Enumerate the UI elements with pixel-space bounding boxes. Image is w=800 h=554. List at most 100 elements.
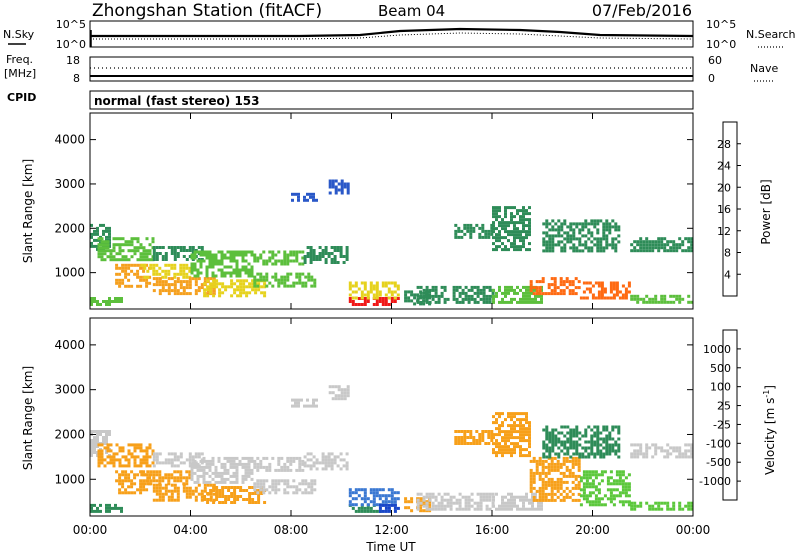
power-region-cell — [289, 253, 293, 257]
power-region — [492, 285, 543, 304]
power-region-cell — [407, 296, 411, 300]
velocity-region-cell — [609, 476, 613, 480]
velocity-region-cell — [560, 449, 564, 453]
velocity-region-cell — [528, 439, 531, 443]
power-region-cell — [458, 291, 462, 295]
velocity-region-cell — [387, 494, 391, 498]
velocity-region-cell — [540, 507, 543, 511]
power-region-cell — [173, 249, 177, 252]
velocity-region-cell — [306, 452, 310, 456]
power-region-cell — [575, 225, 579, 229]
velocity-region-cell — [501, 412, 504, 416]
velocity-region-cell — [568, 495, 572, 499]
power-region-cell — [206, 292, 210, 296]
power-region-cell — [366, 296, 370, 300]
velocity-region-cell — [188, 452, 192, 456]
velocity-region-cell — [591, 500, 595, 504]
velocity-region-cell — [431, 504, 435, 508]
velocity-region-cell — [639, 504, 643, 508]
velocity-region-cell — [600, 479, 604, 483]
power-region-cell — [96, 232, 99, 236]
velocity-region-cell — [167, 495, 171, 499]
velocity-region-cell — [531, 498, 534, 502]
power-region-cell — [112, 243, 116, 247]
velocity-region-cell — [571, 498, 575, 502]
velocity-region-cell — [672, 501, 676, 505]
power-region-cell — [495, 248, 498, 252]
velocity-region-cell — [519, 412, 522, 416]
velocity-region-cell — [102, 439, 105, 442]
velocity-region-cell — [366, 509, 370, 513]
velocity-region-cell — [161, 461, 165, 465]
velocity-region-cell — [624, 491, 628, 495]
velocity-region-cell — [136, 488, 140, 492]
velocity-region-cell — [495, 507, 498, 511]
velocity-region-cell — [115, 479, 119, 483]
velocity-region-cell — [464, 507, 468, 511]
power-region-cell — [167, 292, 171, 296]
velocity-region-cell — [121, 455, 125, 459]
power-region-cell — [611, 243, 615, 247]
power-region-cell — [504, 288, 507, 292]
power-region-cell — [324, 246, 328, 249]
power-region-cell — [495, 206, 498, 210]
power-region-cell — [306, 255, 310, 258]
velocity-region-cell — [513, 430, 516, 434]
velocity-region-cell — [136, 464, 140, 468]
velocity-region-cell — [339, 452, 343, 456]
power-region-cell — [202, 250, 206, 254]
power-region-cell — [345, 252, 349, 255]
velocity-region-cell — [532, 471, 536, 475]
velocity-region-cell — [687, 501, 691, 505]
velocity-region-cell — [235, 480, 239, 484]
power-region-cell — [434, 300, 438, 304]
velocity-region-cell — [615, 482, 619, 486]
velocity-region-cell — [289, 462, 293, 466]
velocity-region-cell — [300, 398, 303, 402]
power-region-cell — [554, 243, 558, 247]
power-region-cell — [200, 283, 204, 287]
velocity-region-cell — [532, 498, 536, 502]
velocity-region-cell — [158, 498, 162, 502]
velocity-region-cell — [449, 495, 453, 499]
power-region-cell — [488, 288, 492, 292]
power-region-cell — [501, 236, 504, 240]
power-region-cell — [90, 223, 93, 227]
velocity-region-cell — [544, 480, 548, 484]
velocity-region-cell — [215, 489, 219, 492]
velocity-region-cell — [519, 436, 522, 440]
velocity-region-cell — [145, 452, 149, 456]
velocity-region-cell — [557, 452, 561, 456]
power-region-cell — [577, 286, 581, 290]
velocity-region-cell — [106, 461, 110, 465]
velocity-region-cell — [556, 459, 560, 463]
velocity-region-cell — [529, 474, 533, 478]
power-region-cell — [651, 297, 655, 301]
velocity-region-cell — [545, 455, 549, 459]
power-region-cell — [666, 249, 670, 253]
power-region-cell — [262, 259, 266, 263]
power-region-cell — [569, 234, 573, 238]
power-region-cell — [645, 300, 649, 304]
velocity-region-cell — [599, 455, 603, 459]
power-region-cell — [488, 300, 492, 304]
velocity-region-cell — [304, 479, 308, 483]
velocity-region-cell — [127, 449, 131, 453]
power-region-cell — [522, 212, 525, 216]
velocity-region-cell — [124, 464, 128, 468]
nave-right-tick-bottom: 0 — [708, 72, 715, 85]
velocity-region-cell — [176, 470, 180, 474]
velocity-region-cell — [202, 474, 206, 478]
velocity-region-cell — [587, 446, 591, 450]
velocity-region-cell — [554, 440, 558, 444]
velocity-region-cell — [455, 507, 459, 511]
velocity-region-cell — [384, 509, 388, 513]
velocity-region-cell — [562, 471, 566, 475]
power-region-cell — [596, 219, 600, 223]
velocity-region-cell — [220, 477, 224, 481]
power-region-cell — [208, 253, 212, 257]
power-region-cell — [472, 226, 476, 230]
velocity-region-cell — [378, 494, 382, 498]
power-region — [203, 279, 267, 298]
velocity-region-cell — [155, 458, 159, 462]
